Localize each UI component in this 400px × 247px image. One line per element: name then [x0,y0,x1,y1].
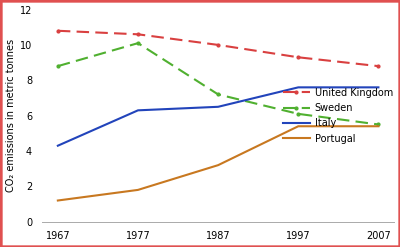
Line: Portugal: Portugal [58,126,378,201]
United Kingdom [376,65,381,68]
Portugal [376,125,381,128]
Line: Italy: Italy [58,87,378,146]
United Kingdom [296,56,301,59]
Sweden [136,42,140,45]
Sweden [376,123,381,126]
Portugal [136,188,140,191]
Line: Sweden: Sweden [55,40,381,127]
United Kingdom [56,29,60,32]
Sweden [296,112,301,115]
Italy [216,105,220,108]
Portugal [216,164,220,167]
Y-axis label: CO₂ emissions in metric tonnes: CO₂ emissions in metric tonnes [6,39,16,192]
Italy [376,86,381,89]
Portugal [56,199,60,202]
Portugal [296,125,301,128]
Italy [56,144,60,147]
Italy [136,109,140,112]
Sweden [216,93,220,96]
Line: United Kingdom: United Kingdom [55,28,381,69]
Italy [296,86,301,89]
Legend: United Kingdom, Sweden, Italy, Portugal: United Kingdom, Sweden, Italy, Portugal [283,88,393,144]
United Kingdom [136,33,140,36]
Sweden [56,65,60,68]
United Kingdom [216,43,220,46]
